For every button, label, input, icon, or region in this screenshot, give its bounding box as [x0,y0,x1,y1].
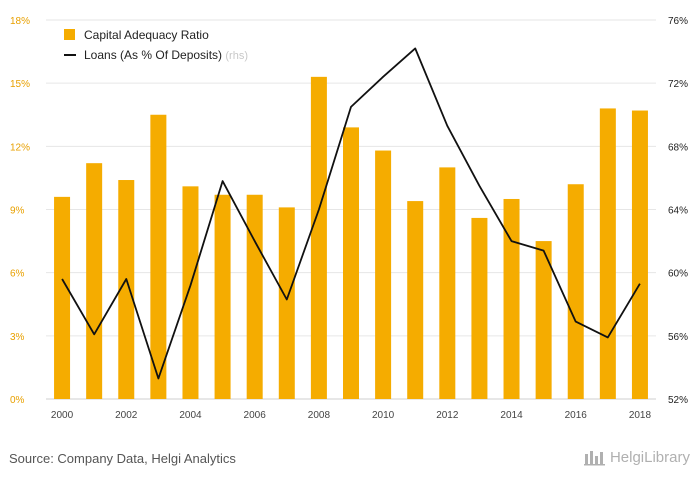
bar [471,217,488,399]
bar [375,150,392,399]
x-tick-label: 2010 [372,410,395,421]
library-icon [583,451,605,466]
legend-label-rhs: (rhs) [225,50,248,62]
x-tick-label: 2012 [436,410,459,421]
bar [407,201,424,399]
x-tick-label: 2006 [244,410,267,421]
right-axis-ticks: 52% 56% 60% 64% 68% 72% 76% [668,16,688,406]
bar [214,194,231,399]
bar [599,108,616,399]
x-tick-label: 2004 [179,410,202,421]
x-axis-ticks: 2000 2002 2004 2006 2008 2010 2012 2014 2016 2018 [51,410,652,421]
legend-swatch-bar [64,29,75,40]
bar [535,241,552,399]
series-line [61,47,641,380]
legend: Capital Adequacy Ratio Loans (As % Of Dep… [64,28,248,62]
bar [182,186,199,399]
x-tick-label: 2000 [51,410,74,421]
legend-label-bar: Capital Adequacy Ratio [84,28,209,42]
line-series [61,47,641,380]
bar [343,127,359,399]
bar-series [54,76,648,400]
bar [150,114,167,399]
bar [631,110,648,400]
combo-chart: 0%3%6%9%12%15%18% 52%56%60%64%68%72%76% … [10,16,688,421]
bar [278,207,295,399]
right-tick-label: 64% [668,206,688,217]
left-tick-label: 15% [10,79,30,90]
bar [86,163,103,399]
x-tick-label: 2002 [115,410,138,421]
x-tick-label: 2016 [565,410,588,421]
right-tick-label: 60% [668,269,688,280]
right-tick-label: 76% [668,16,688,27]
x-tick-label: 2014 [500,410,523,421]
left-axis-ticks: 0% 3% 6% 9% 12% 15% 18% [10,16,30,406]
bar [439,167,456,399]
bar [310,76,327,399]
logo-text: HelgiLibrary [609,448,690,466]
bar [118,180,135,399]
bar [54,196,71,399]
source-note: Source: Company Data, Helgi Analytics [9,451,236,466]
right-tick-label: 72% [668,79,688,90]
left-tick-label: 9% [10,206,25,217]
right-tick-label: 52% [668,395,688,406]
legend-label-line: Loans (As % Of Deposits) (rhs) [84,48,248,62]
right-tick-label: 56% [668,332,688,343]
left-tick-label: 18% [10,16,30,27]
x-tick-label: 2008 [308,410,331,421]
bar [503,198,520,399]
left-tick-label: 6% [10,269,25,280]
left-tick-label: 0% [10,395,25,406]
bar [567,184,584,399]
right-tick-label: 68% [668,142,688,153]
brand-logo: HelgiLibrary [583,448,690,466]
x-tick-label: 2018 [629,410,652,421]
bar [246,194,263,399]
left-tick-label: 3% [10,332,25,343]
left-tick-label: 12% [10,142,30,153]
